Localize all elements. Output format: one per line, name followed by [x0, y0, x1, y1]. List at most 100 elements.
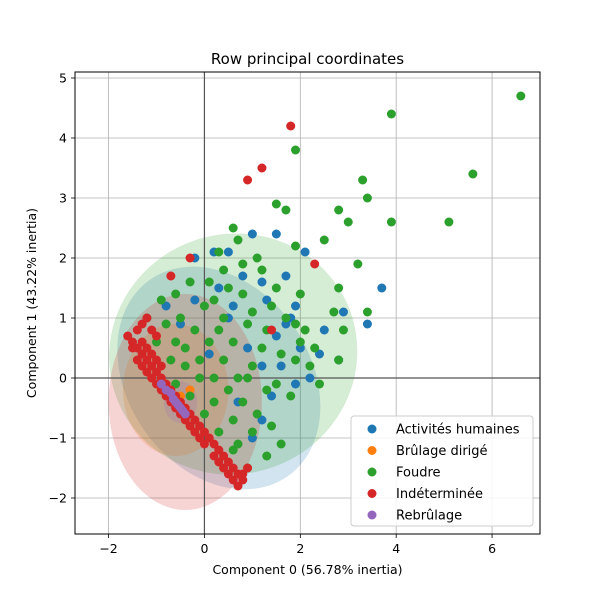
data-point — [228, 415, 238, 425]
data-point — [257, 361, 267, 371]
data-point — [180, 361, 190, 371]
legend-marker — [367, 510, 377, 520]
data-point — [286, 121, 296, 131]
data-point — [267, 391, 277, 401]
data-point — [209, 295, 219, 305]
data-point — [334, 355, 344, 365]
data-point — [156, 379, 166, 389]
data-point — [252, 253, 262, 263]
data-point — [310, 343, 320, 353]
data-point — [223, 457, 233, 467]
data-point — [276, 361, 286, 371]
data-point — [228, 445, 238, 455]
x-tick-label: −2 — [99, 541, 117, 556]
data-point — [257, 415, 267, 425]
data-point — [262, 451, 272, 461]
data-point — [132, 355, 142, 365]
data-point — [233, 481, 243, 491]
data-point — [219, 313, 229, 323]
data-point — [199, 427, 209, 437]
data-point — [166, 271, 176, 281]
data-point — [257, 277, 267, 287]
data-point — [161, 319, 171, 329]
y-tick-label: 1 — [59, 311, 67, 326]
data-point — [219, 463, 229, 473]
data-point — [291, 301, 301, 311]
data-point — [233, 439, 243, 449]
data-point — [199, 301, 209, 311]
data-point — [147, 373, 157, 383]
data-point — [128, 343, 138, 353]
data-point — [171, 379, 181, 389]
ticks: −2 0 2 4 6 −2 −1 0 1 2 3 4 5 — [49, 71, 497, 557]
data-point — [252, 409, 262, 419]
data-point — [209, 451, 219, 461]
data-point — [151, 331, 161, 341]
data-point — [276, 349, 286, 359]
data-point — [243, 373, 253, 383]
data-point — [238, 397, 248, 407]
data-point — [228, 301, 238, 311]
legend-label: Brûlage dirigé — [396, 444, 488, 459]
data-point — [214, 427, 224, 437]
data-point — [223, 247, 233, 257]
data-point — [171, 337, 181, 347]
data-point — [219, 355, 229, 365]
data-point — [223, 469, 233, 479]
data-point — [180, 343, 190, 353]
data-point — [195, 355, 205, 365]
data-point — [166, 355, 176, 365]
data-point — [147, 349, 157, 359]
data-point — [300, 247, 310, 257]
y-axis-label: Component 1 (43.22% inertia) — [24, 208, 39, 398]
data-point — [362, 319, 372, 329]
data-point — [228, 223, 238, 233]
data-point — [137, 319, 147, 329]
legend-marker — [367, 446, 377, 455]
data-point — [137, 361, 147, 371]
data-point — [338, 307, 348, 317]
data-point — [267, 325, 277, 335]
data-point — [156, 361, 166, 371]
data-point — [281, 271, 291, 281]
data-point — [142, 355, 152, 365]
data-point — [267, 301, 277, 311]
data-point — [180, 409, 190, 419]
data-point — [190, 415, 200, 425]
data-point — [132, 325, 142, 335]
data-point — [295, 337, 305, 347]
data-point — [142, 313, 152, 323]
data-point — [262, 295, 272, 305]
data-point — [291, 241, 301, 251]
data-point — [219, 265, 229, 275]
data-point — [209, 397, 219, 407]
legend-marker — [367, 489, 377, 498]
data-point — [300, 325, 310, 335]
data-point — [291, 379, 301, 389]
data-point — [305, 373, 315, 383]
data-point — [204, 349, 214, 359]
data-point — [204, 337, 214, 347]
data-point — [271, 199, 281, 209]
data-point — [190, 295, 200, 305]
data-point — [199, 409, 209, 419]
data-point — [516, 91, 526, 101]
data-point — [156, 295, 166, 305]
data-point — [214, 247, 224, 257]
y-tick-label: 5 — [59, 71, 67, 86]
legend-box — [350, 415, 534, 527]
data-point — [233, 373, 243, 383]
data-point — [281, 205, 291, 215]
data-point — [314, 379, 324, 389]
data-point — [319, 325, 329, 335]
data-point — [319, 235, 329, 245]
x-axis-label: Component 0 (56.78% inertia) — [212, 562, 402, 577]
y-tick-label: −1 — [49, 431, 67, 446]
data-point — [386, 109, 396, 119]
data-point — [214, 325, 224, 335]
data-point — [291, 319, 301, 329]
data-point — [257, 163, 267, 173]
data-point — [334, 283, 344, 293]
data-point — [247, 307, 257, 317]
y-tick-label: 3 — [59, 191, 67, 206]
